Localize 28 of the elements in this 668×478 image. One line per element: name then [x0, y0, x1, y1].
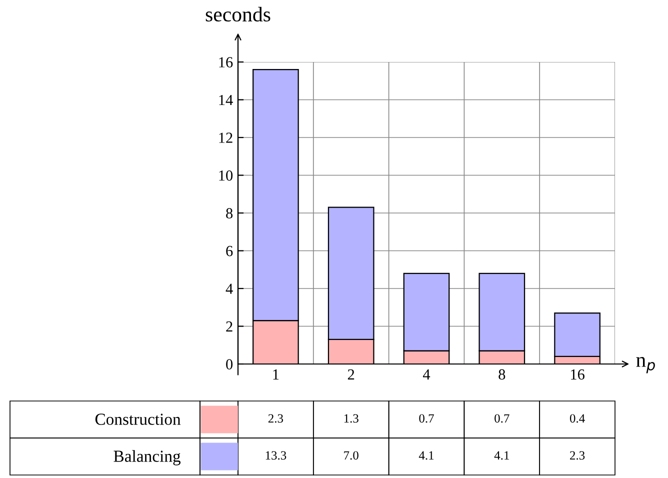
x-tick-label: 16 — [571, 369, 584, 380]
data-label: 0.7 — [494, 414, 510, 423]
y-tick-label: 6 — [226, 246, 233, 256]
x-tick-label: 2 — [348, 369, 354, 380]
y-tick-label: 16 — [219, 57, 233, 68]
data-label: 2.3 — [268, 414, 284, 423]
y-tick-label: 0 — [226, 359, 233, 370]
y-tick-label: 10 — [219, 170, 233, 181]
x-tick-label: 1 — [273, 369, 279, 380]
data-label: 0.4 — [570, 414, 585, 423]
y-axis-title: seconds — [206, 6, 270, 22]
x-tick-label: 4 — [422, 369, 430, 380]
x-axis-title: n$_{p}$ — [636, 356, 655, 374]
y-tick-label: 14 — [219, 94, 233, 106]
y-tick-label: 12 — [219, 132, 232, 143]
y-tick-label: 2 — [226, 321, 232, 332]
x-tick-label: 8 — [498, 369, 506, 380]
legend-label: Balancing — [114, 450, 181, 466]
data-label: 2.3 — [570, 451, 585, 460]
data-label: 4.1 — [418, 451, 434, 460]
y-tick-label: 4 — [226, 284, 233, 294]
data-label: 4.1 — [494, 451, 509, 460]
data-label: 0.7 — [419, 414, 434, 423]
y-tick-label: 8 — [226, 208, 233, 218]
data-label: 13.3 — [266, 451, 286, 460]
data-label: 1.3 — [344, 414, 358, 423]
data-label: 7.0 — [344, 451, 358, 460]
legend-label: Construction — [95, 414, 181, 425]
